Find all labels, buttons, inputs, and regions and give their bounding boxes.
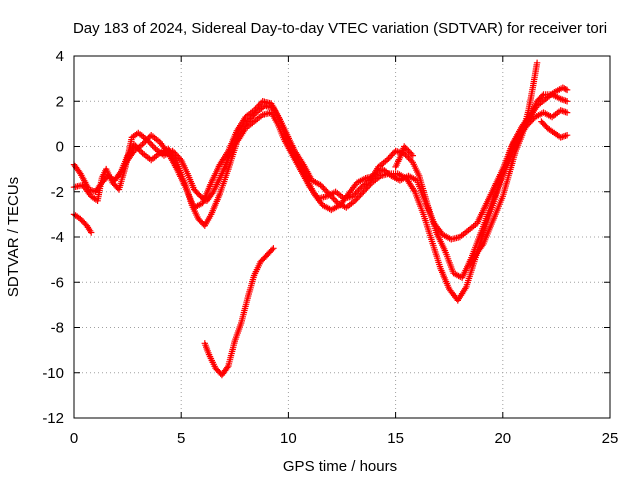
data-point	[148, 141, 155, 148]
data-point	[352, 190, 359, 197]
data-point	[562, 86, 569, 93]
data-point	[258, 99, 265, 106]
data-point	[563, 86, 571, 94]
data-point	[209, 190, 216, 197]
data-point	[563, 98, 571, 105]
y-tick-label: -4	[51, 229, 64, 246]
data-point	[353, 196, 360, 203]
data-point	[330, 195, 337, 202]
data-point	[361, 187, 369, 194]
data-point	[140, 139, 148, 146]
data-point	[150, 144, 158, 151]
y-tick-label: -10	[42, 365, 64, 382]
y-tick-label: -12	[42, 410, 64, 427]
data-point	[138, 148, 145, 155]
data-point	[76, 168, 83, 176]
data-point	[253, 104, 261, 111]
data-point	[533, 59, 541, 66]
data-point	[268, 246, 276, 253]
data-point	[402, 151, 409, 158]
series-track-5	[392, 143, 416, 171]
data-point	[320, 184, 327, 192]
y-tick-label: 2	[56, 93, 64, 110]
data-point	[255, 102, 262, 109]
data-point	[389, 150, 396, 158]
x-tick-label: 15	[387, 430, 404, 447]
y-tick-label: -8	[51, 320, 64, 337]
data-point	[358, 190, 366, 197]
data-point	[356, 193, 363, 200]
data-points	[70, 59, 571, 379]
data-point	[317, 181, 324, 189]
data-point	[88, 229, 95, 236]
data-point	[318, 183, 326, 190]
data-point	[250, 107, 258, 114]
data-point	[539, 92, 546, 99]
data-point	[323, 187, 330, 195]
data-point	[116, 169, 124, 177]
data-point	[561, 85, 568, 92]
data-point	[408, 157, 415, 164]
data-point	[383, 156, 391, 164]
data-point	[406, 156, 414, 163]
data-point	[403, 146, 411, 153]
data-point	[252, 105, 259, 112]
data-point	[245, 116, 253, 124]
x-axis-label: GPS time / hours	[283, 458, 397, 475]
data-point	[388, 152, 395, 159]
data-point	[385, 155, 392, 162]
data-point	[405, 147, 412, 155]
data-point	[356, 185, 364, 192]
data-point	[409, 152, 416, 159]
y-tick-label: -2	[51, 184, 64, 201]
data-point	[406, 149, 414, 156]
y-tick-label: -6	[51, 274, 64, 291]
chart-title: Day 183 of 2024, Sidereal Day-to-day VTE…	[73, 20, 607, 37]
data-point	[350, 191, 358, 198]
data-point	[130, 141, 138, 148]
data-point	[559, 84, 566, 91]
data-point	[145, 135, 152, 142]
y-axis-label: SDTVAR / TECUs	[5, 177, 22, 297]
y-tick-label: 0	[56, 139, 64, 156]
data-point	[146, 139, 153, 146]
data-point	[321, 186, 328, 193]
data-point	[403, 153, 411, 160]
data-point	[351, 197, 359, 204]
data-point	[256, 101, 263, 108]
data-point	[354, 194, 361, 201]
data-point	[563, 132, 571, 139]
data-point	[143, 136, 151, 143]
grid	[74, 56, 610, 418]
data-point	[563, 109, 571, 116]
data-point	[363, 185, 370, 192]
data-point	[142, 138, 149, 145]
data-point	[402, 144, 409, 152]
series-track-7	[538, 118, 571, 141]
data-point	[139, 141, 146, 148]
data-point	[224, 364, 231, 371]
data-point	[401, 143, 408, 150]
x-tick-label: 20	[494, 430, 511, 447]
y-tick-label: 4	[56, 48, 64, 65]
data-point	[270, 245, 277, 252]
x-tick-label: 10	[280, 430, 297, 447]
x-tick-label: 0	[70, 430, 78, 447]
data-point	[349, 193, 356, 200]
series-track-6	[467, 59, 541, 268]
x-tick-label: 5	[177, 430, 185, 447]
series-track-8	[201, 245, 277, 379]
data-point	[247, 115, 254, 122]
data-point	[479, 242, 486, 249]
data-point	[357, 191, 364, 198]
data-point	[405, 154, 412, 161]
x-tick-label: 25	[602, 430, 619, 447]
series-track-4	[118, 84, 571, 243]
data-point	[355, 187, 362, 194]
